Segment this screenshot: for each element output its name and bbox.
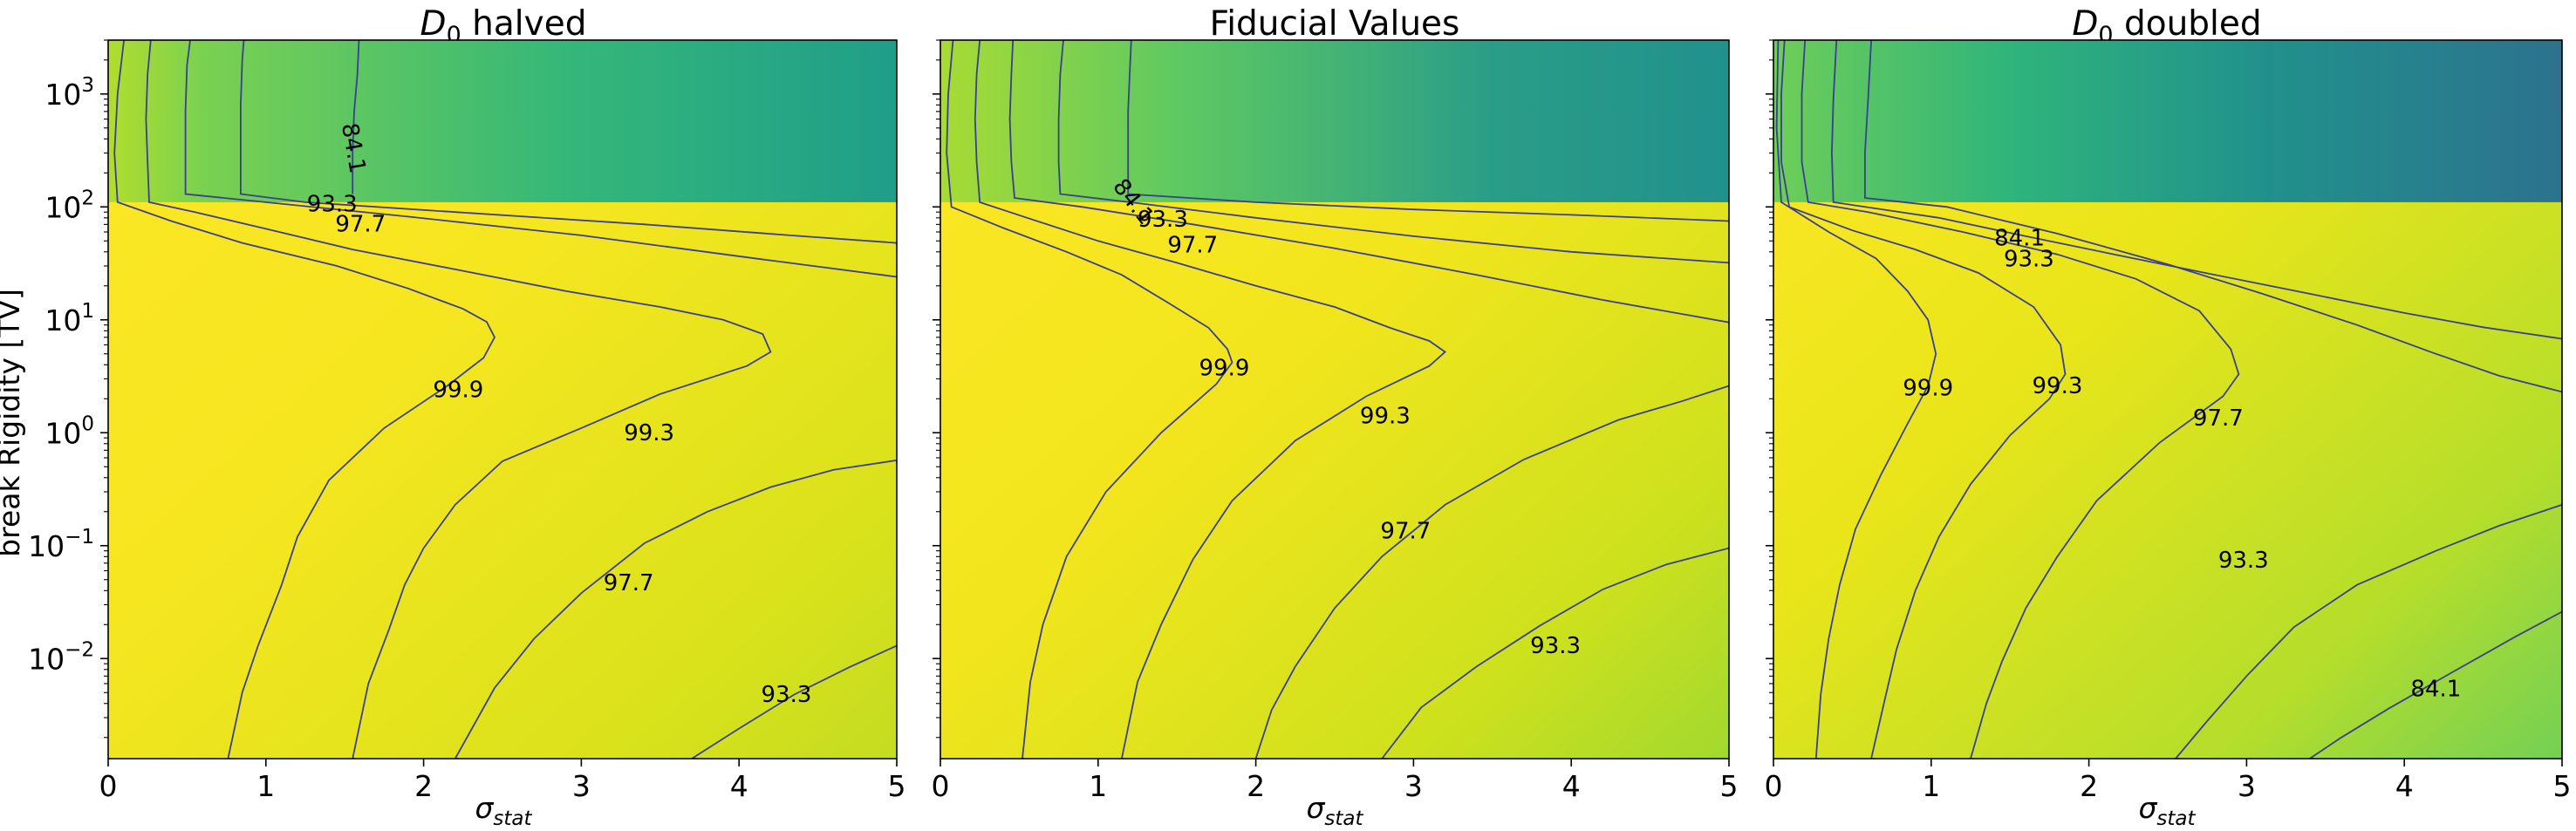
y-tick-label: 100 (44, 412, 94, 450)
plot-frame (1773, 39, 2563, 759)
plot-frame (940, 39, 1730, 759)
contour-line-99.3 (1780, 40, 2067, 759)
x-tick-label: 4 (730, 769, 748, 803)
x-axis-label-symbol: σ (475, 791, 494, 825)
x-tick-label: 0 (99, 769, 118, 803)
x-tick-label: 3 (2238, 769, 2256, 803)
x-tick-label: 1 (1089, 769, 1107, 803)
contour-line-97.7 (1008, 40, 1729, 324)
contour-line-84.1 (2309, 610, 2562, 759)
contour-label: 99.9 (1903, 375, 1953, 401)
contour-label: 99.9 (1199, 355, 1249, 381)
x-axis-label-subscript: stat (1324, 807, 1363, 830)
panel-title-rest: doubled (2114, 4, 2262, 44)
heatmap-high-rigidity-band (108, 40, 897, 202)
x-axis-label-symbol: σ (2138, 791, 2157, 825)
contour-line-99.9 (113, 40, 496, 759)
contour-line-99.3 (974, 40, 1447, 759)
contour-label: 93.3 (2218, 548, 2269, 574)
x-tick-label: 4 (1562, 769, 1581, 803)
x-tick-label: 4 (2395, 769, 2414, 803)
contour-line-84.1 (352, 40, 360, 194)
contour-line-97.7 (1254, 385, 1729, 759)
contour-line-93.3 (691, 644, 897, 759)
contour-line-99.3 (145, 40, 772, 759)
x-tick-label: 5 (888, 769, 906, 803)
y-tick-label: 101 (44, 300, 94, 337)
contour-label: 93.3 (761, 682, 811, 708)
x-tick-label: 1 (1922, 769, 1940, 803)
contour-label: 97.7 (335, 212, 386, 238)
contour-label: 99.3 (624, 420, 674, 446)
x-tick-label: 5 (2553, 769, 2572, 803)
contour-label: 97.7 (1167, 233, 1218, 259)
contour-line-99.9 (1775, 40, 1937, 759)
contour-label: 93.3 (1530, 633, 1581, 659)
contour-line-93.3 (1057, 40, 1729, 264)
contour-label: 99.3 (1360, 404, 1411, 430)
contour-label: 93.3 (1138, 207, 1188, 233)
heatmap-high-rigidity-band (940, 40, 1729, 202)
panel-title-rest: halved (461, 4, 587, 44)
contour-label: 99.9 (433, 378, 483, 404)
panel-d0-doubled: D0 doubled 84.184.193.393.397.799.399.90… (1765, 4, 2572, 830)
x-tick-label: 2 (1247, 769, 1265, 803)
contour-label: 97.7 (2193, 405, 2244, 432)
contour-line-93.3 (240, 40, 897, 244)
contour-line-97.7 (454, 460, 897, 759)
panel-fiducial: Fiducial Values 84.193.397.799.399.997.7… (932, 4, 1739, 830)
contour-line-97.7 (184, 40, 897, 278)
contour-line-99.9 (946, 40, 1233, 759)
y-tick-label: 10−2 (28, 638, 94, 676)
x-tick-label: 2 (2080, 769, 2098, 803)
x-tick-label: 2 (414, 769, 433, 803)
contour-label: 93.3 (2004, 246, 2054, 272)
contour-label: 97.7 (604, 570, 654, 596)
panel-title: Fiducial Values (1210, 4, 1460, 44)
x-tick-label: 0 (1765, 769, 1783, 803)
y-axis-label: break Rigidity [TV] (0, 289, 26, 557)
panel-d0-halved: D0 halved 84.193.397.799.399.997.793.30 1… (28, 4, 905, 830)
y-tick-label: 102 (44, 187, 94, 224)
contour-line-93.3 (2175, 504, 2562, 759)
x-tick-label: 3 (572, 769, 591, 803)
panel-title-symbol: D (2072, 4, 2098, 44)
x-axis-label-subscript: stat (2156, 807, 2196, 830)
contour-label: 84.1 (2410, 676, 2461, 702)
x-tick-label: 0 (932, 769, 950, 803)
x-axis-label-subscript: stat (493, 807, 532, 830)
contour-line-93.3 (1830, 40, 2562, 340)
contour-line-97.7 (1800, 40, 2240, 759)
contour-line-93.3 (1381, 547, 1729, 759)
panel-title-symbol: D (420, 4, 447, 44)
x-tick-label: 5 (1720, 769, 1739, 803)
y-tick-label: 10−1 (28, 526, 94, 563)
x-axis-label: σstat (475, 791, 532, 830)
contour-line-84.1 (1864, 40, 2562, 393)
contour-label: 97.7 (1380, 519, 1431, 545)
x-axis-label-symbol: σ (1306, 791, 1325, 825)
x-axis-label: σstat (1306, 791, 1363, 830)
contour-line-84.1 (1127, 40, 1729, 222)
y-tick-label: 103 (44, 74, 94, 112)
x-axis-label: σstat (2138, 791, 2196, 830)
heatmap-high-rigidity-band (1773, 40, 2562, 202)
x-tick-label: 1 (256, 769, 275, 803)
contour-label: 93.3 (307, 192, 358, 218)
plot-frame (107, 39, 898, 759)
contour-label: 84.1 (1994, 226, 2045, 252)
contour-label: 99.3 (2032, 373, 2082, 399)
x-tick-label: 3 (1404, 769, 1423, 803)
